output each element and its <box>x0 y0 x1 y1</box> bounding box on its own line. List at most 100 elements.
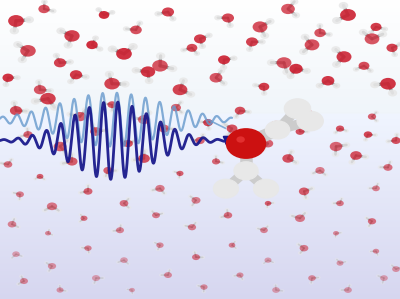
Circle shape <box>173 84 187 95</box>
Circle shape <box>50 104 59 111</box>
Circle shape <box>24 16 34 23</box>
Circle shape <box>333 131 338 135</box>
Circle shape <box>309 281 314 285</box>
Circle shape <box>309 186 315 191</box>
Circle shape <box>192 197 200 204</box>
Circle shape <box>292 160 299 165</box>
Circle shape <box>288 149 295 154</box>
Circle shape <box>168 65 177 72</box>
Circle shape <box>103 174 108 178</box>
Circle shape <box>203 119 213 126</box>
Circle shape <box>24 131 32 138</box>
Circle shape <box>120 81 130 88</box>
Circle shape <box>126 262 130 266</box>
Circle shape <box>336 260 344 266</box>
Circle shape <box>169 16 176 22</box>
Circle shape <box>47 269 52 273</box>
Circle shape <box>392 266 400 272</box>
Circle shape <box>206 33 213 38</box>
Circle shape <box>10 256 14 260</box>
Circle shape <box>56 287 64 293</box>
Circle shape <box>298 115 304 120</box>
Circle shape <box>110 108 115 112</box>
Circle shape <box>54 142 66 151</box>
Circle shape <box>347 283 352 287</box>
Circle shape <box>92 275 100 281</box>
Circle shape <box>386 44 398 52</box>
Circle shape <box>200 256 205 259</box>
Circle shape <box>236 136 245 143</box>
Circle shape <box>266 18 274 25</box>
Circle shape <box>179 77 188 84</box>
Circle shape <box>267 59 276 66</box>
Circle shape <box>225 208 230 212</box>
Circle shape <box>172 170 176 173</box>
Circle shape <box>226 180 232 184</box>
Circle shape <box>374 111 379 114</box>
Circle shape <box>16 225 21 229</box>
Circle shape <box>230 56 238 61</box>
Circle shape <box>296 128 304 135</box>
Circle shape <box>120 200 128 207</box>
Circle shape <box>326 32 333 37</box>
Circle shape <box>128 43 138 50</box>
Circle shape <box>96 46 103 52</box>
Circle shape <box>126 206 131 210</box>
Circle shape <box>290 0 298 5</box>
Circle shape <box>78 220 82 223</box>
Circle shape <box>8 221 16 228</box>
Circle shape <box>273 283 278 287</box>
Circle shape <box>263 140 273 147</box>
Circle shape <box>353 67 359 72</box>
Circle shape <box>120 257 128 263</box>
Circle shape <box>260 147 266 152</box>
Circle shape <box>271 261 275 264</box>
Circle shape <box>155 185 165 192</box>
Circle shape <box>82 107 89 113</box>
Circle shape <box>224 212 232 219</box>
Circle shape <box>194 34 206 43</box>
Circle shape <box>301 34 310 40</box>
Circle shape <box>16 282 21 286</box>
Circle shape <box>164 272 172 278</box>
Circle shape <box>132 138 138 143</box>
Circle shape <box>186 91 195 98</box>
Circle shape <box>225 132 232 137</box>
Circle shape <box>297 111 323 131</box>
Circle shape <box>171 104 181 112</box>
Circle shape <box>229 243 235 248</box>
Circle shape <box>380 281 385 285</box>
Circle shape <box>67 79 74 84</box>
Circle shape <box>380 78 396 90</box>
Circle shape <box>289 214 295 218</box>
Circle shape <box>196 284 200 287</box>
Circle shape <box>254 179 279 198</box>
Circle shape <box>150 188 155 192</box>
Circle shape <box>264 257 272 263</box>
Circle shape <box>266 225 270 228</box>
Circle shape <box>58 284 62 287</box>
Circle shape <box>220 65 227 70</box>
Circle shape <box>126 288 129 291</box>
Circle shape <box>180 48 187 52</box>
Circle shape <box>281 4 295 14</box>
Circle shape <box>312 115 318 120</box>
Circle shape <box>368 30 374 35</box>
Circle shape <box>376 274 380 277</box>
Circle shape <box>258 39 266 45</box>
Circle shape <box>9 158 14 161</box>
Circle shape <box>47 88 54 94</box>
Circle shape <box>92 36 99 41</box>
Circle shape <box>386 139 391 144</box>
Circle shape <box>159 273 164 277</box>
Circle shape <box>236 272 244 278</box>
Circle shape <box>99 11 109 19</box>
Circle shape <box>56 28 66 34</box>
Circle shape <box>132 67 140 74</box>
Circle shape <box>131 157 138 163</box>
Circle shape <box>90 127 102 136</box>
Circle shape <box>286 73 294 79</box>
Circle shape <box>270 121 282 130</box>
Circle shape <box>129 288 135 292</box>
Circle shape <box>50 8 56 13</box>
